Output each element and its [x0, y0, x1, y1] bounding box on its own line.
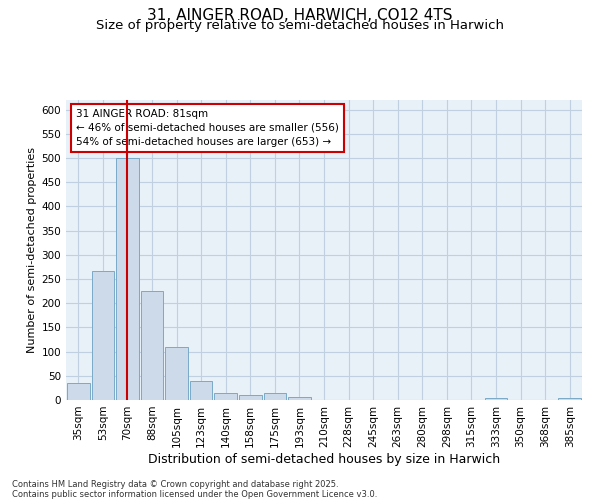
Bar — [190, 380, 212, 400]
Text: 31, AINGER ROAD, HARWICH, CO12 4TS: 31, AINGER ROAD, HARWICH, CO12 4TS — [147, 8, 453, 22]
Bar — [92, 271, 114, 400]
Bar — [67, 383, 89, 400]
Bar — [140, 291, 163, 400]
Bar — [263, 392, 286, 400]
Bar — [165, 347, 188, 400]
X-axis label: Distribution of semi-detached houses by size in Harwich: Distribution of semi-detached houses by … — [148, 452, 500, 466]
Text: Size of property relative to semi-detached houses in Harwich: Size of property relative to semi-detach… — [96, 18, 504, 32]
Text: Contains HM Land Registry data © Crown copyright and database right 2025.
Contai: Contains HM Land Registry data © Crown c… — [12, 480, 377, 499]
Text: 31 AINGER ROAD: 81sqm
← 46% of semi-detached houses are smaller (556)
54% of sem: 31 AINGER ROAD: 81sqm ← 46% of semi-deta… — [76, 109, 339, 147]
Bar — [485, 398, 508, 400]
Bar — [239, 395, 262, 400]
Bar — [214, 392, 237, 400]
Bar — [559, 398, 581, 400]
Bar — [288, 396, 311, 400]
Y-axis label: Number of semi-detached properties: Number of semi-detached properties — [27, 147, 37, 353]
Bar — [116, 158, 139, 400]
